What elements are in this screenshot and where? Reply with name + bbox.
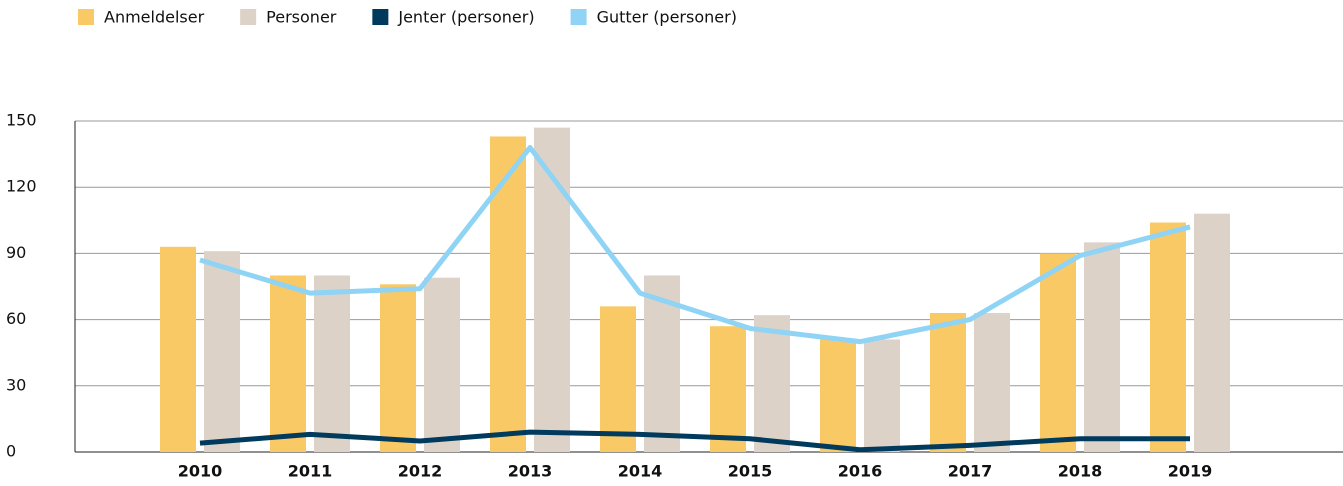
bar [710, 326, 746, 452]
bar [1040, 253, 1076, 452]
bar [490, 136, 526, 453]
y-tick-label: 0 [6, 442, 16, 461]
y-tick-label: 90 [6, 243, 26, 262]
x-tick-label: 2010 [178, 462, 223, 481]
bar [930, 312, 966, 452]
bar [270, 275, 306, 452]
legend-swatch [78, 9, 94, 25]
bar [820, 339, 856, 452]
legend-label: Personer [266, 8, 337, 27]
line [199, 144, 1191, 345]
bar [204, 251, 240, 452]
x-tick-label: 2019 [1168, 462, 1213, 481]
y-tick-label: 120 [6, 177, 37, 196]
bar [424, 277, 460, 452]
y-tick-label: 150 [6, 111, 37, 130]
line [199, 429, 1190, 453]
bar [160, 246, 196, 452]
legend-swatch [372, 9, 389, 25]
x-tick-label: 2017 [948, 462, 993, 481]
bar [1084, 242, 1120, 452]
bar [1150, 222, 1186, 452]
x-tick-label: 2015 [728, 462, 773, 481]
legend-label: Anmeldelser [104, 8, 205, 27]
bar [534, 127, 570, 453]
x-tick-label: 2012 [398, 462, 443, 481]
x-tick-label: 2016 [838, 462, 883, 481]
y-tick-label: 60 [6, 309, 26, 328]
y-tick-label: 30 [6, 375, 26, 394]
bar [380, 284, 416, 452]
bar [864, 339, 900, 452]
legend-label: Jenter (personer) [397, 8, 534, 27]
bar [600, 306, 636, 452]
x-tick-label: 2014 [618, 462, 663, 481]
x-tick-label: 2013 [508, 462, 553, 481]
bar [754, 315, 790, 452]
x-tick-label: 2018 [1058, 462, 1103, 481]
legend-label: Gutter (personer) [597, 8, 737, 27]
legend-swatch [570, 9, 587, 25]
bar [974, 312, 1010, 452]
bar [1194, 213, 1230, 452]
x-tick-label: 2011 [288, 462, 333, 481]
bar [314, 275, 350, 452]
legend-swatch [240, 9, 257, 25]
